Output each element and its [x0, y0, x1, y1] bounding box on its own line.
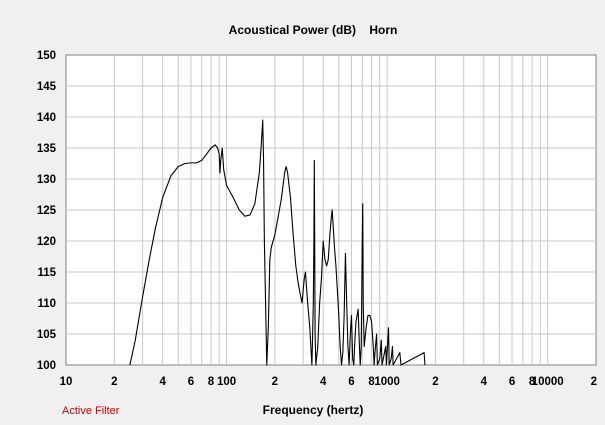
chart-title: Acoustical Power (dB) Horn [229, 23, 398, 37]
grid-lines [66, 55, 596, 365]
x-tick-label: 10 [60, 376, 73, 388]
y-tick-label: 115 [37, 267, 56, 279]
y-tick-label: 140 [37, 112, 56, 124]
x-tick-label: 8 [529, 376, 536, 388]
y-tick-label: 145 [37, 81, 57, 93]
active-filter-label[interactable]: Active Filter [62, 405, 120, 417]
x-tick-label: 8 [368, 376, 375, 388]
x-tick-label: 2 [432, 376, 438, 388]
x-tick-label: 10000 [532, 376, 564, 388]
y-tick-label: 105 [37, 329, 57, 341]
x-tick-label: 8 [208, 376, 215, 388]
x-axis-label: Frequency (hertz) [263, 403, 364, 417]
y-tick-label: 120 [37, 236, 56, 248]
y-tick-label: 125 [37, 205, 57, 217]
y-tick-label: 135 [37, 143, 57, 155]
x-tick-label: 4 [159, 376, 166, 388]
x-tick-label: 2 [111, 376, 117, 388]
x-tick-label: 6 [188, 376, 194, 388]
y-tick-label: 100 [37, 360, 56, 372]
series-line [129, 119, 426, 366]
y-tick-label: 130 [37, 174, 56, 186]
x-tick-label: 2 [591, 376, 597, 388]
x-tick-label: 6 [348, 376, 354, 388]
y-tick-label: 110 [37, 298, 56, 310]
x-tick-label: 4 [320, 376, 327, 388]
x-tick-label: 100 [217, 376, 236, 388]
x-tick-label: 4 [481, 376, 488, 388]
y-tick-label: 150 [37, 50, 56, 62]
x-tick-label: 6 [509, 376, 515, 388]
x-tick-label: 1000 [374, 376, 400, 388]
x-tick-label: 2 [272, 376, 278, 388]
y-axis-ticks: 150 145 140 135 130 125 120 115 110 105 100 [37, 50, 57, 372]
